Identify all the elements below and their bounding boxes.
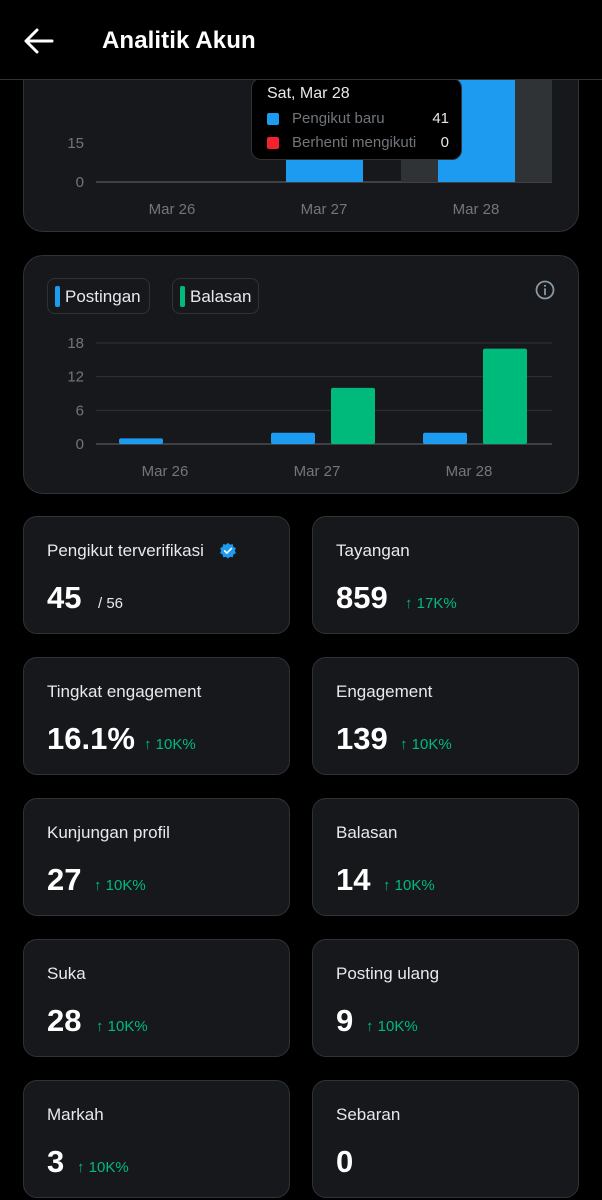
stat-delta: ↑ 10K% xyxy=(144,736,196,753)
stat-label: Suka xyxy=(47,964,86,983)
top-app-bar: Analitik Akun xyxy=(0,0,602,80)
stat-card-engagement-rate[interactable]: Tingkat engagement 16.1% ↑ 10K% xyxy=(23,657,290,775)
stat-value: 27 xyxy=(47,862,82,897)
stat-delta: ↑ 10K% xyxy=(366,1018,418,1035)
legend-postingan[interactable]: Postingan xyxy=(47,278,150,314)
stat-delta: ↑ 10K% xyxy=(96,1018,148,1035)
bar-postingan xyxy=(423,432,467,444)
y-tick-label: 15 xyxy=(67,135,84,152)
tooltip-row-new-followers: Pengikut baru 41 xyxy=(267,109,449,129)
stat-value: 3 xyxy=(47,1144,65,1179)
stat-label: Tingkat engagement xyxy=(47,682,202,701)
stat-card-profile-visits[interactable]: Kunjungan profil 27 ↑ 10K% xyxy=(23,798,290,916)
bar-balasan xyxy=(331,387,375,444)
stat-label: Engagement xyxy=(336,682,433,701)
stat-label: Sebaran xyxy=(336,1105,401,1124)
new-followers-swatch xyxy=(267,113,279,125)
stat-label: Balasan xyxy=(336,823,398,842)
arrow-left-icon xyxy=(24,28,54,54)
x-tick-label: Mar 26 xyxy=(142,463,189,480)
y-tick-label: 0 xyxy=(76,436,84,453)
stat-delta: ↑ 10K% xyxy=(94,877,146,894)
stat-label: Pengikut terverifikasi xyxy=(47,541,204,560)
stat-card-impressions[interactable]: Tayangan 859 ↑ 17K% xyxy=(312,516,579,634)
back-button[interactable] xyxy=(22,26,56,56)
tooltip-value: 0 xyxy=(440,134,449,151)
stat-delta: ↑ 10K% xyxy=(77,1159,129,1176)
tooltip-label: Pengikut baru xyxy=(292,110,385,127)
stat-delta: ↑ 10K% xyxy=(383,877,435,894)
stat-label: Posting ulang xyxy=(336,964,440,983)
stat-value: 0 xyxy=(336,1144,354,1179)
unfollows-swatch xyxy=(267,137,279,149)
tooltip-row-unfollows: Berhenti mengikuti 0 xyxy=(267,133,449,153)
x-tick-label: Mar 26 xyxy=(149,201,196,218)
stat-delta: ↑ 17K% xyxy=(405,595,457,612)
bar-postingan xyxy=(271,432,315,444)
stat-value: 45 xyxy=(47,580,82,615)
stat-value: 28 xyxy=(47,1003,82,1038)
bar-balasan xyxy=(483,348,527,444)
stat-value: 9 xyxy=(336,1003,354,1038)
y-tick-label: 0 xyxy=(76,174,84,191)
stat-card-engagement[interactable]: Engagement 139 ↑ 10K% xyxy=(312,657,579,775)
stat-delta: ↑ 10K% xyxy=(400,736,452,753)
stat-value: 14 xyxy=(336,862,371,897)
x-tick-label: Mar 28 xyxy=(453,201,500,218)
legend-label: Balasan xyxy=(190,287,252,306)
stat-card-verified-followers[interactable]: Pengikut terverifikasi 45 / 56 xyxy=(23,516,290,634)
info-icon xyxy=(535,280,555,300)
balasan-swatch xyxy=(180,286,185,307)
stat-label: Tayangan xyxy=(336,541,410,560)
page-title: Analitik Akun xyxy=(102,27,256,54)
verified-badge-icon xyxy=(220,542,236,559)
stat-card-reposts[interactable]: Posting ulang 9 ↑ 10K% xyxy=(312,939,579,1057)
tooltip-value: 41 xyxy=(432,110,449,127)
postingan-swatch xyxy=(55,286,60,307)
x-tick-label: Mar 28 xyxy=(446,463,493,480)
stat-card-replies[interactable]: Balasan 14 ↑ 10K% xyxy=(312,798,579,916)
y-tick-label: 12 xyxy=(67,369,84,386)
stat-value: 859 xyxy=(336,580,388,615)
activity-chart[interactable]: 18 12 6 0 Mar 26 Mar 27 Mar 28 xyxy=(24,256,580,495)
stat-label: Kunjungan profil xyxy=(47,823,170,842)
tooltip-label: Berhenti mengikuti xyxy=(292,134,417,151)
tooltip-date: Sat, Mar 28 xyxy=(267,85,350,102)
stat-card-likes[interactable]: Suka 28 ↑ 10K% xyxy=(23,939,290,1057)
stat-total: / 56 xyxy=(98,595,124,612)
stat-card-shares[interactable]: Sebaran 0 xyxy=(312,1080,579,1198)
stat-value: 16.1% xyxy=(47,721,135,756)
x-tick-label: Mar 27 xyxy=(294,463,341,480)
y-tick-label: 6 xyxy=(76,402,84,419)
stat-value: 139 xyxy=(336,721,388,756)
legend-balasan[interactable]: Balasan xyxy=(172,278,259,314)
y-tick-label: 18 xyxy=(67,335,84,352)
legend-label: Postingan xyxy=(65,287,141,306)
chart-tooltip: Sat, Mar 28 Pengikut baru 41 Berhenti me… xyxy=(251,78,462,160)
stat-label: Markah xyxy=(47,1105,104,1124)
x-tick-label: Mar 27 xyxy=(301,201,348,218)
bar-postingan xyxy=(119,438,163,444)
stat-card-bookmarks[interactable]: Markah 3 ↑ 10K% xyxy=(23,1080,290,1198)
info-button[interactable] xyxy=(534,279,556,301)
